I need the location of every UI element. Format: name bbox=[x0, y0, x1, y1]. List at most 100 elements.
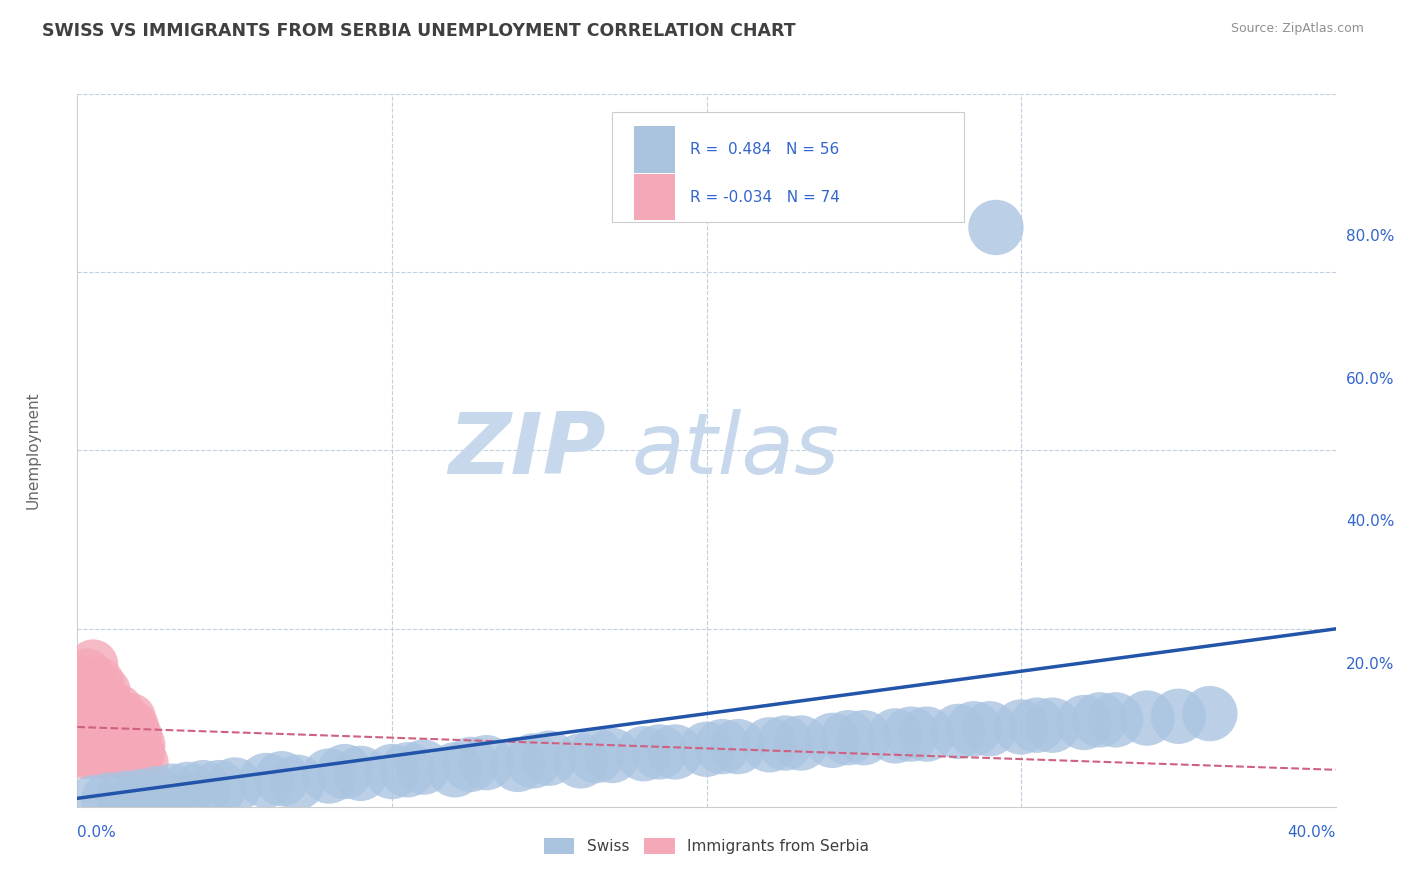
Ellipse shape bbox=[87, 693, 138, 743]
Ellipse shape bbox=[105, 693, 156, 743]
Text: Source: ZipAtlas.com: Source: ZipAtlas.com bbox=[1230, 22, 1364, 36]
Ellipse shape bbox=[62, 720, 112, 770]
Ellipse shape bbox=[207, 757, 263, 813]
Ellipse shape bbox=[72, 729, 121, 779]
Ellipse shape bbox=[458, 735, 515, 790]
Ellipse shape bbox=[568, 728, 624, 783]
Ellipse shape bbox=[742, 717, 797, 772]
Ellipse shape bbox=[65, 684, 115, 734]
Ellipse shape bbox=[176, 760, 231, 815]
Ellipse shape bbox=[67, 720, 118, 770]
Ellipse shape bbox=[65, 775, 121, 830]
Ellipse shape bbox=[90, 729, 141, 779]
Ellipse shape bbox=[96, 693, 146, 743]
Ellipse shape bbox=[83, 729, 134, 779]
Ellipse shape bbox=[191, 760, 246, 815]
Ellipse shape bbox=[59, 666, 108, 716]
Text: 0.0%: 0.0% bbox=[77, 825, 117, 840]
Ellipse shape bbox=[75, 657, 125, 707]
Ellipse shape bbox=[62, 648, 112, 698]
Ellipse shape bbox=[758, 715, 813, 771]
Ellipse shape bbox=[115, 729, 166, 779]
Ellipse shape bbox=[93, 720, 143, 770]
Ellipse shape bbox=[118, 738, 169, 788]
Ellipse shape bbox=[553, 733, 609, 789]
Text: 80.0%: 80.0% bbox=[1346, 229, 1395, 244]
Ellipse shape bbox=[87, 693, 138, 743]
Ellipse shape bbox=[585, 728, 640, 783]
Ellipse shape bbox=[77, 675, 128, 725]
Ellipse shape bbox=[80, 702, 131, 752]
Ellipse shape bbox=[112, 738, 162, 788]
Ellipse shape bbox=[364, 744, 419, 799]
Ellipse shape bbox=[1150, 689, 1206, 744]
Ellipse shape bbox=[773, 715, 828, 771]
Ellipse shape bbox=[75, 720, 125, 770]
Ellipse shape bbox=[1182, 686, 1237, 741]
Ellipse shape bbox=[969, 200, 1024, 255]
Ellipse shape bbox=[108, 702, 159, 752]
Ellipse shape bbox=[804, 713, 860, 768]
Ellipse shape bbox=[443, 737, 498, 792]
Ellipse shape bbox=[301, 748, 357, 804]
Ellipse shape bbox=[1071, 692, 1128, 747]
Ellipse shape bbox=[65, 729, 115, 779]
Ellipse shape bbox=[80, 693, 131, 743]
Ellipse shape bbox=[96, 702, 146, 752]
Ellipse shape bbox=[883, 706, 939, 762]
Ellipse shape bbox=[647, 724, 703, 780]
Ellipse shape bbox=[994, 699, 1049, 755]
Ellipse shape bbox=[491, 737, 546, 792]
Ellipse shape bbox=[105, 720, 156, 770]
Ellipse shape bbox=[1119, 690, 1174, 746]
Ellipse shape bbox=[93, 720, 143, 770]
Ellipse shape bbox=[59, 729, 108, 779]
Ellipse shape bbox=[83, 684, 134, 734]
Ellipse shape bbox=[83, 711, 134, 761]
Ellipse shape bbox=[62, 675, 112, 725]
Ellipse shape bbox=[65, 684, 115, 734]
Ellipse shape bbox=[100, 693, 149, 743]
Ellipse shape bbox=[1088, 692, 1143, 747]
Ellipse shape bbox=[316, 744, 373, 799]
Text: 20.0%: 20.0% bbox=[1346, 657, 1395, 672]
FancyBboxPatch shape bbox=[634, 126, 675, 172]
Ellipse shape bbox=[59, 693, 108, 743]
Ellipse shape bbox=[72, 702, 121, 752]
Ellipse shape bbox=[72, 693, 121, 743]
Ellipse shape bbox=[820, 710, 876, 765]
Ellipse shape bbox=[1010, 698, 1064, 753]
Ellipse shape bbox=[160, 762, 215, 817]
Ellipse shape bbox=[898, 706, 955, 762]
FancyBboxPatch shape bbox=[634, 174, 675, 220]
Ellipse shape bbox=[96, 711, 146, 761]
Text: R = -0.034   N = 74: R = -0.034 N = 74 bbox=[690, 190, 839, 204]
Ellipse shape bbox=[931, 704, 986, 759]
Ellipse shape bbox=[427, 742, 482, 797]
Ellipse shape bbox=[631, 724, 688, 780]
Ellipse shape bbox=[93, 693, 143, 743]
Ellipse shape bbox=[395, 739, 451, 795]
Ellipse shape bbox=[87, 720, 138, 770]
Ellipse shape bbox=[77, 693, 128, 743]
Ellipse shape bbox=[67, 640, 118, 690]
Ellipse shape bbox=[90, 702, 141, 752]
Ellipse shape bbox=[695, 719, 749, 774]
Text: ZIP: ZIP bbox=[449, 409, 606, 492]
Ellipse shape bbox=[72, 675, 121, 725]
Ellipse shape bbox=[112, 711, 162, 761]
Ellipse shape bbox=[103, 711, 153, 761]
Ellipse shape bbox=[100, 702, 149, 752]
Ellipse shape bbox=[868, 708, 922, 764]
Ellipse shape bbox=[55, 711, 105, 761]
Ellipse shape bbox=[112, 769, 167, 824]
Ellipse shape bbox=[62, 702, 112, 752]
Ellipse shape bbox=[77, 720, 128, 770]
Ellipse shape bbox=[254, 751, 309, 806]
Ellipse shape bbox=[65, 711, 115, 761]
Ellipse shape bbox=[616, 726, 671, 781]
Ellipse shape bbox=[67, 666, 118, 716]
Ellipse shape bbox=[103, 702, 153, 752]
Ellipse shape bbox=[679, 722, 734, 777]
Ellipse shape bbox=[67, 666, 118, 716]
